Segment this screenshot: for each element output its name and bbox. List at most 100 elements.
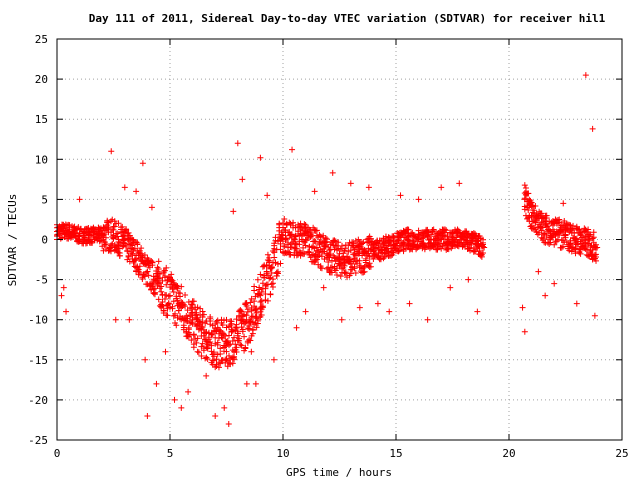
y-tick-label: -25 xyxy=(28,434,48,447)
data-point xyxy=(207,339,214,346)
data-point xyxy=(347,270,354,277)
data-point xyxy=(415,196,422,203)
data-point xyxy=(439,243,446,250)
data-point xyxy=(375,242,382,249)
data-point xyxy=(145,272,152,279)
data-point xyxy=(307,234,314,241)
data-point xyxy=(384,238,391,245)
data-point xyxy=(291,236,298,243)
data-point xyxy=(283,250,290,257)
data-point xyxy=(165,300,172,307)
data-point xyxy=(269,283,276,290)
data-point xyxy=(224,337,231,344)
data-point xyxy=(354,257,361,264)
data-points xyxy=(54,72,601,427)
data-point xyxy=(559,243,566,250)
data-point xyxy=(101,231,108,238)
data-point xyxy=(272,234,279,241)
data-point xyxy=(233,324,240,331)
data-point xyxy=(138,250,145,257)
data-point xyxy=(244,308,251,315)
data-point xyxy=(193,339,200,346)
data-point xyxy=(165,293,172,300)
data-point xyxy=(374,300,381,307)
data-point xyxy=(200,311,207,318)
data-point xyxy=(380,255,387,262)
data-point xyxy=(223,340,230,347)
data-point xyxy=(318,265,325,272)
data-point xyxy=(246,336,253,343)
data-point xyxy=(293,324,300,331)
data-point xyxy=(356,257,363,264)
y-tick-label: 20 xyxy=(35,73,48,86)
data-point xyxy=(542,218,549,225)
data-point xyxy=(261,274,268,281)
data-point xyxy=(347,247,354,254)
data-point xyxy=(190,298,197,305)
data-point xyxy=(456,180,463,187)
data-point xyxy=(308,232,315,239)
data-point xyxy=(121,240,128,247)
data-point xyxy=(136,269,143,276)
data-point xyxy=(366,253,373,260)
data-point xyxy=(292,240,299,247)
data-point xyxy=(333,255,340,262)
data-point xyxy=(405,233,412,240)
data-point xyxy=(409,237,416,244)
y-tick-label: -20 xyxy=(28,394,48,407)
data-point xyxy=(244,338,251,345)
data-point xyxy=(253,305,260,312)
data-point xyxy=(480,236,487,243)
data-point xyxy=(241,333,248,340)
data-point xyxy=(182,291,189,298)
data-point xyxy=(357,241,364,248)
data-point xyxy=(563,220,570,227)
data-point xyxy=(119,223,126,230)
y-tick-label: 15 xyxy=(35,113,48,126)
data-point xyxy=(163,264,170,271)
data-point xyxy=(218,316,225,323)
data-point xyxy=(205,339,212,346)
data-point xyxy=(76,232,83,239)
data-point xyxy=(268,264,275,271)
data-point xyxy=(57,235,64,242)
data-point xyxy=(213,318,220,325)
data-point xyxy=(251,303,258,310)
data-point xyxy=(519,304,526,311)
data-point xyxy=(114,233,121,240)
data-point xyxy=(586,232,593,239)
data-point xyxy=(145,256,152,263)
data-point xyxy=(177,290,184,297)
data-point xyxy=(208,331,215,338)
data-point xyxy=(187,313,194,320)
data-point xyxy=(133,267,140,274)
data-point xyxy=(214,317,221,324)
data-point xyxy=(136,249,143,256)
y-axis-label: SDTVAR / TECUs xyxy=(6,194,19,287)
data-point xyxy=(203,354,210,361)
data-point xyxy=(361,268,368,275)
data-point xyxy=(247,337,254,344)
data-point xyxy=(169,303,176,310)
data-point xyxy=(251,287,258,294)
data-point xyxy=(148,204,155,211)
data-point xyxy=(266,257,273,264)
data-point xyxy=(203,372,210,379)
data-point xyxy=(582,72,589,79)
data-point xyxy=(567,240,574,247)
data-point xyxy=(263,261,270,268)
data-point xyxy=(365,262,372,269)
data-point xyxy=(298,250,305,257)
data-point xyxy=(160,268,167,275)
data-point xyxy=(282,236,289,243)
data-point xyxy=(118,226,125,233)
data-point xyxy=(193,309,200,316)
data-point xyxy=(472,240,479,247)
data-point xyxy=(345,248,352,255)
data-point xyxy=(253,324,260,331)
data-point xyxy=(189,320,196,327)
data-point xyxy=(347,256,354,263)
data-point xyxy=(551,241,558,248)
data-point xyxy=(209,330,216,337)
data-point xyxy=(590,229,597,236)
